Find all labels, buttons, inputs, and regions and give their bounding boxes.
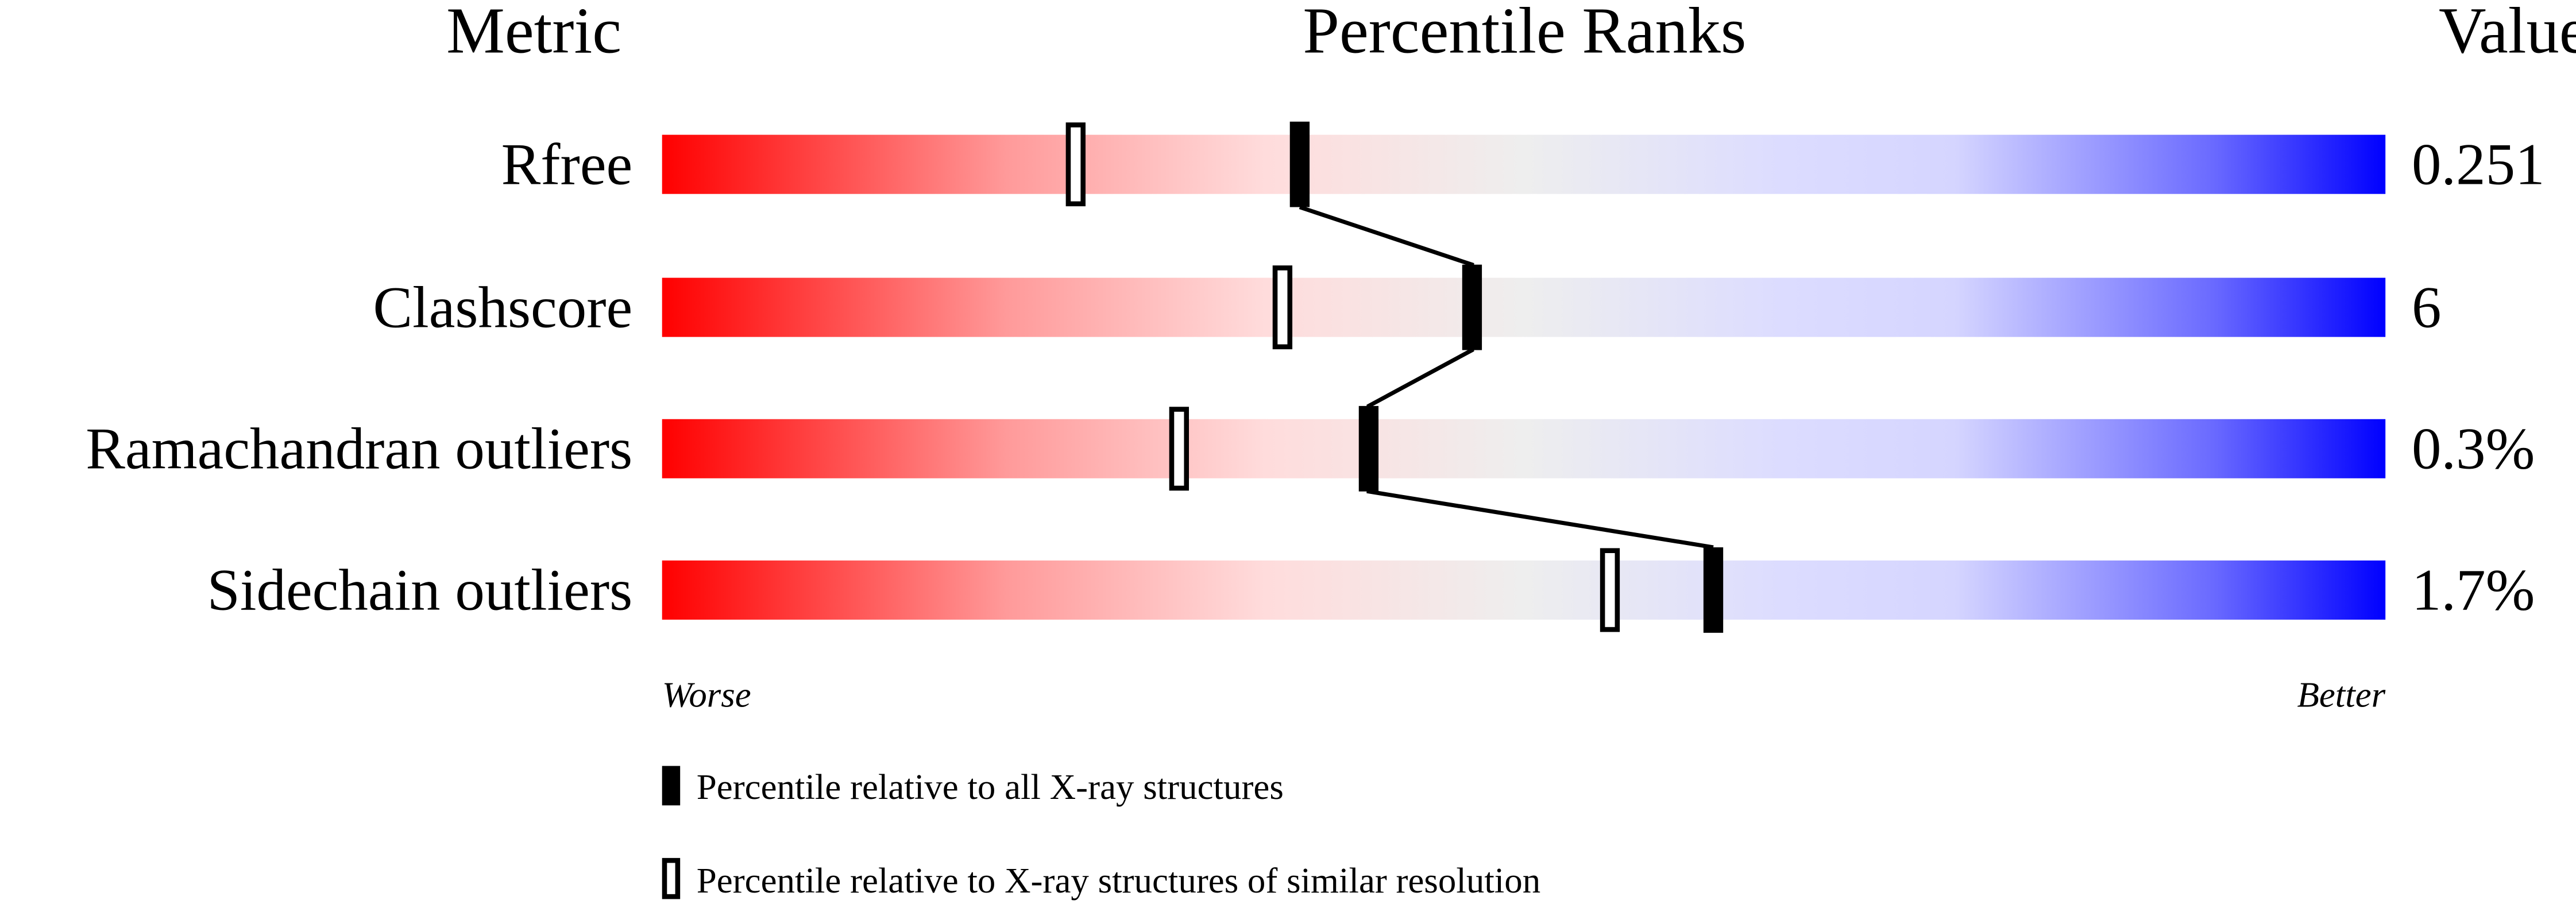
marker-similar-resolution — [1169, 407, 1189, 491]
legend-open-marker — [662, 857, 681, 899]
metric-value: 0.251 — [2412, 132, 2545, 198]
marker-all-structures — [1462, 264, 1482, 350]
marker-similar-resolution — [1065, 122, 1086, 207]
marker-similar-resolution — [1272, 265, 1293, 350]
marker-all-structures — [1703, 547, 1724, 633]
marker-all-structures — [1358, 405, 1379, 492]
axis-worse-label: Worse — [662, 675, 751, 715]
percentile-bar — [662, 134, 2386, 194]
marker-all-structures — [1289, 121, 1310, 207]
chart-title: Percentile Ranks — [1303, 0, 1746, 67]
metric-label: Ramachandran outliers — [86, 416, 632, 482]
marker-similar-resolution — [1600, 548, 1620, 632]
axis-better-label: Better — [2297, 675, 2385, 715]
header-value: Value — [2439, 0, 2576, 67]
metric-value: 6 — [2412, 275, 2441, 340]
percentile-bar — [662, 419, 2386, 478]
header-metric: Metric — [446, 0, 621, 67]
percentile-bar — [662, 560, 2386, 620]
metric-value: 1.7% — [2412, 558, 2535, 623]
metric-label: Sidechain outliers — [207, 558, 633, 623]
metric-value: 0.3% — [2412, 416, 2535, 482]
metric-label: Clashscore — [373, 275, 632, 340]
legend-open-label: Percentile relative to X-ray structures … — [697, 860, 1540, 901]
legend-filled-marker — [662, 766, 681, 806]
metric-label: Rfree — [501, 132, 633, 198]
legend-filled-label: Percentile relative to all X-ray structu… — [697, 767, 1284, 807]
percentile-bar — [662, 277, 2386, 337]
connector-line — [1299, 205, 1714, 550]
